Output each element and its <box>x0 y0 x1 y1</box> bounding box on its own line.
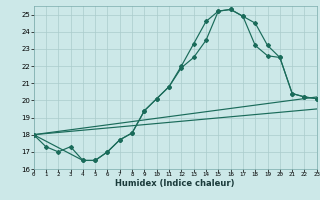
X-axis label: Humidex (Indice chaleur): Humidex (Indice chaleur) <box>116 179 235 188</box>
